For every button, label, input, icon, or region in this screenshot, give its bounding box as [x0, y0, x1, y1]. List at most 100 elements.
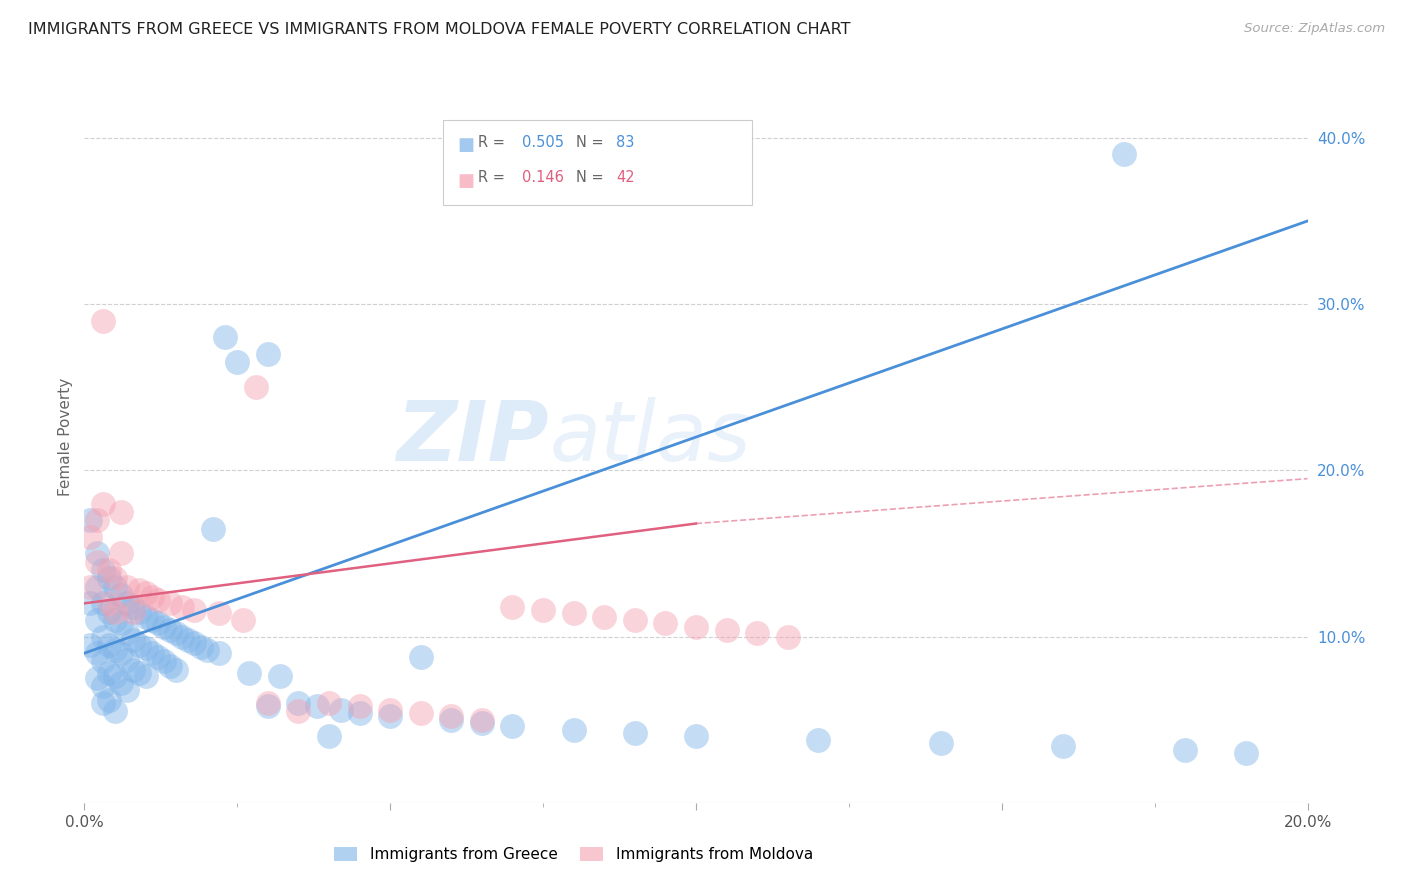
- Point: [245, 380, 267, 394]
- Point: [1174, 742, 1197, 756]
- Point: [141, 613, 163, 627]
- Point: [110, 616, 132, 631]
- Point: [190, 640, 212, 654]
- Point: [685, 729, 707, 743]
- Point: [380, 709, 402, 723]
- Point: [287, 705, 309, 719]
- Point: [128, 605, 150, 619]
- Point: [226, 355, 249, 369]
- Point: [79, 638, 101, 652]
- Point: [122, 599, 145, 614]
- Point: [716, 623, 738, 637]
- Point: [135, 586, 157, 600]
- Point: [110, 505, 132, 519]
- Point: [153, 655, 176, 669]
- Point: [232, 613, 254, 627]
- Point: [177, 632, 200, 647]
- Text: 42: 42: [616, 170, 634, 186]
- Point: [115, 626, 138, 640]
- Point: [807, 732, 830, 747]
- Point: [97, 571, 120, 585]
- Point: [86, 646, 108, 660]
- Point: [654, 616, 676, 631]
- Point: [183, 603, 205, 617]
- Text: N =: N =: [576, 135, 609, 150]
- Text: R =: R =: [478, 170, 509, 186]
- Point: [135, 609, 157, 624]
- Point: [318, 729, 340, 743]
- Point: [122, 632, 145, 647]
- Point: [409, 706, 432, 720]
- Point: [97, 605, 120, 619]
- Point: [91, 563, 114, 577]
- Text: 83: 83: [616, 135, 634, 150]
- Point: [91, 497, 114, 511]
- Point: [110, 546, 132, 560]
- Point: [502, 599, 524, 614]
- Point: [440, 713, 463, 727]
- Point: [1052, 739, 1074, 754]
- Point: [104, 669, 127, 683]
- Point: [146, 593, 169, 607]
- Point: [115, 682, 138, 697]
- Point: [104, 613, 127, 627]
- Point: [97, 563, 120, 577]
- Point: [122, 605, 145, 619]
- Point: [165, 663, 187, 677]
- Point: [128, 582, 150, 597]
- Text: 0.505: 0.505: [522, 135, 564, 150]
- Point: [380, 703, 402, 717]
- Point: [172, 630, 194, 644]
- Point: [624, 613, 647, 627]
- Point: [79, 530, 101, 544]
- Text: N =: N =: [576, 170, 609, 186]
- Point: [159, 659, 181, 673]
- Point: [91, 655, 114, 669]
- Point: [104, 643, 127, 657]
- Point: [97, 666, 120, 681]
- Point: [128, 666, 150, 681]
- Point: [409, 649, 432, 664]
- Point: [91, 596, 114, 610]
- Point: [562, 607, 585, 621]
- Text: Source: ZipAtlas.com: Source: ZipAtlas.com: [1244, 22, 1385, 36]
- Point: [349, 706, 371, 720]
- Y-axis label: Female Poverty: Female Poverty: [58, 378, 73, 496]
- Point: [86, 513, 108, 527]
- Point: [97, 638, 120, 652]
- Point: [1236, 746, 1258, 760]
- Point: [257, 699, 280, 714]
- Legend: Immigrants from Greece, Immigrants from Moldova: Immigrants from Greece, Immigrants from …: [329, 841, 818, 868]
- Point: [141, 590, 163, 604]
- Point: [104, 605, 127, 619]
- Point: [135, 669, 157, 683]
- Point: [79, 513, 101, 527]
- Point: [305, 699, 328, 714]
- Point: [153, 619, 176, 633]
- Point: [110, 646, 132, 660]
- Point: [86, 671, 108, 685]
- Point: [349, 699, 371, 714]
- Point: [318, 696, 340, 710]
- Point: [502, 719, 524, 733]
- Point: [1114, 147, 1136, 161]
- Point: [104, 705, 127, 719]
- Point: [91, 630, 114, 644]
- Point: [208, 607, 231, 621]
- Point: [115, 653, 138, 667]
- Point: [929, 736, 952, 750]
- Point: [685, 619, 707, 633]
- Point: [79, 596, 101, 610]
- Point: [141, 646, 163, 660]
- Point: [97, 596, 120, 610]
- Point: [440, 709, 463, 723]
- Point: [146, 616, 169, 631]
- Point: [79, 580, 101, 594]
- Point: [128, 638, 150, 652]
- Point: [208, 646, 231, 660]
- Point: [115, 580, 138, 594]
- Point: [159, 596, 181, 610]
- Point: [562, 723, 585, 737]
- Point: [776, 630, 799, 644]
- Point: [183, 636, 205, 650]
